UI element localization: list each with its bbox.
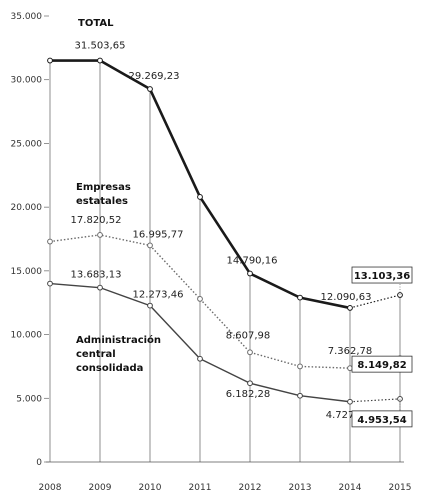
series-title-admin-3: consolidada	[76, 363, 143, 374]
data-point	[297, 392, 303, 399]
y-tick-label: 20.000	[11, 203, 43, 213]
data-point	[47, 238, 53, 245]
data-labels: 31.503,65 29.269,23 14.790,16 12.090,63 13.1…	[71, 41, 413, 428]
series-title-empresas-1: Empresas	[76, 182, 131, 193]
data-point	[347, 398, 353, 405]
y-tick-label: 0	[36, 458, 42, 468]
y-tick-label: 15.000	[11, 267, 43, 277]
data-point	[97, 57, 103, 64]
data-label: 12.273,46	[133, 290, 184, 301]
data-point	[297, 294, 303, 301]
data-label: 8.607,98	[226, 330, 271, 341]
x-tick-label: 2014	[339, 483, 362, 493]
data-label: 4.727,85	[326, 410, 371, 421]
label-box	[351, 355, 413, 373]
data-label: 14.790,16	[227, 256, 278, 267]
data-point	[247, 349, 253, 356]
data-point	[147, 242, 153, 249]
data-point	[247, 380, 253, 387]
label-box	[351, 266, 413, 284]
y-tick-label: 25.000	[11, 139, 43, 149]
data-label: 13.683,13	[71, 270, 122, 281]
data-point	[197, 355, 203, 362]
data-label: 12.090,63	[321, 292, 372, 303]
x-tick-label: 2010	[139, 483, 162, 493]
series-lines	[47, 57, 403, 405]
series-projection-0	[349, 294, 401, 309]
x-tick-label: 2009	[89, 483, 112, 493]
series-title-admin-1: Administración	[76, 334, 161, 346]
data-label: 8.149,82	[357, 360, 406, 371]
data-point	[47, 280, 53, 287]
data-point	[197, 194, 203, 200]
data-point	[47, 57, 53, 64]
x-axis: 2008 2009 2010 2011 2012 2013 2014 2015	[39, 483, 412, 493]
x-tick-label: 2012	[239, 483, 262, 493]
series-title-total: TOTAL	[78, 18, 114, 29]
series-title-admin-2: central	[76, 349, 116, 360]
series-projection-2	[349, 398, 401, 403]
series-title-empresas-2: estatales	[76, 196, 128, 207]
data-point	[147, 86, 153, 92]
data-label: 17.820,52	[71, 215, 122, 226]
data-point	[297, 363, 303, 370]
x-tick-label: 2013	[289, 483, 312, 493]
data-point	[97, 284, 103, 291]
x-tick-label: 2011	[189, 483, 212, 493]
data-point	[197, 295, 203, 302]
y-tick-label: 35.000	[11, 12, 43, 22]
data-label: 4.953,54	[357, 415, 406, 426]
data-label: 16.995,77	[133, 229, 184, 240]
y-tick-label: 5.000	[16, 394, 42, 404]
data-label: 13.103,36	[354, 271, 410, 282]
data-point	[247, 270, 253, 277]
x-tick-label: 2015	[389, 483, 412, 493]
data-label: 7.362,78	[328, 346, 373, 357]
data-point	[347, 305, 353, 311]
x-tick-label: 2008	[39, 483, 62, 493]
y-tick-label: 30.000	[11, 76, 43, 86]
grid-lines	[46, 60, 404, 463]
data-point	[97, 232, 103, 238]
y-axis: 0 5.000 10.000 15.000 20.000 25.000 30.000 35.0…	[11, 12, 49, 468]
data-label: 29.269,23	[129, 71, 180, 82]
data-label: 31.503,65	[75, 41, 126, 52]
data-point	[147, 302, 153, 309]
y-tick-label: 10.000	[11, 331, 43, 341]
label-box	[351, 410, 413, 428]
data-label: 6.182,28	[226, 389, 271, 400]
